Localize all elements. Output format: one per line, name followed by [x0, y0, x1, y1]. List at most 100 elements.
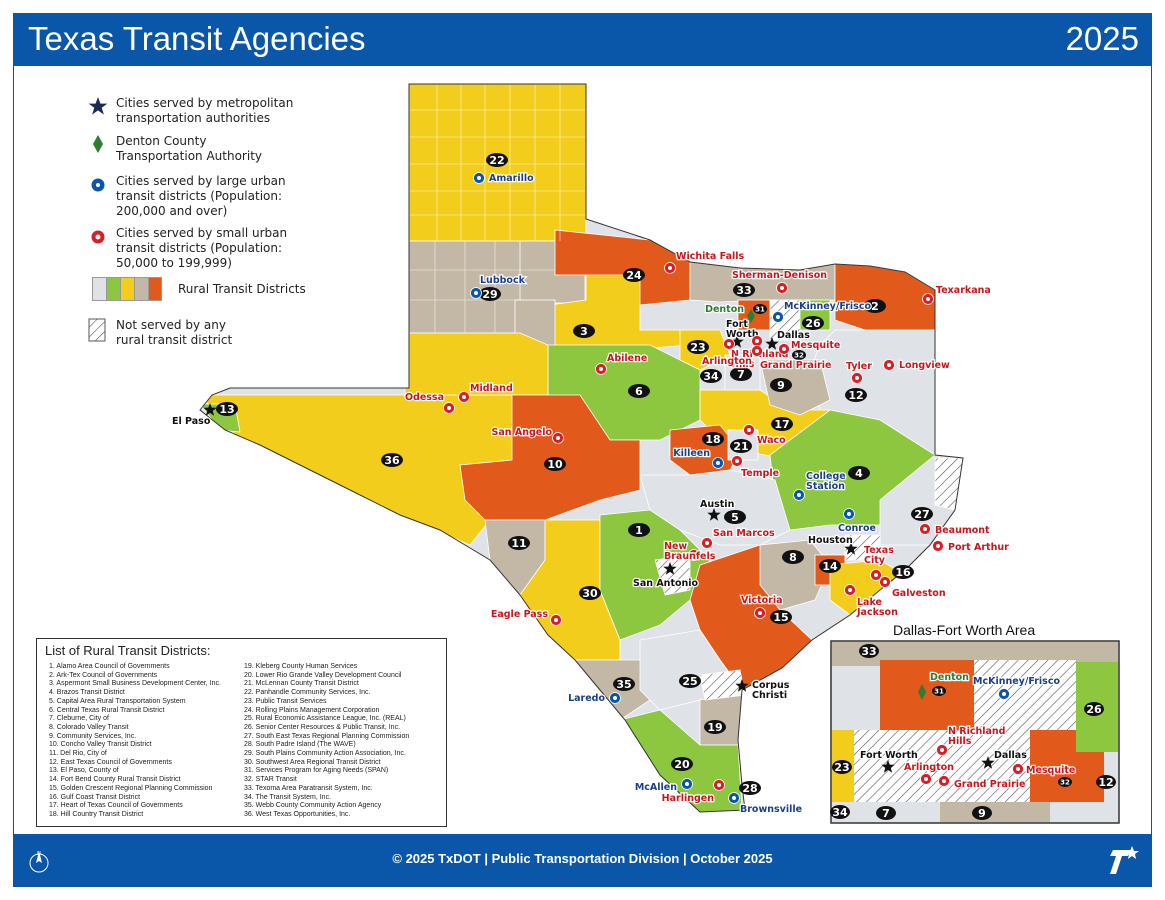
city-label: Waco — [757, 435, 786, 446]
city-label: Conroe — [838, 523, 876, 534]
district-number-badge: 3 — [573, 324, 595, 338]
city-label: Fort Worth — [726, 319, 759, 340]
district-number: 25 — [682, 675, 697, 688]
district-number: 10 — [547, 458, 563, 471]
district-number: 31 — [755, 306, 765, 314]
metro-star-icon — [981, 756, 995, 769]
district-number: 23 — [690, 341, 705, 354]
inset-district-number: 9 — [978, 807, 986, 820]
district-number: 8 — [789, 551, 797, 564]
city-label: Brownsville — [740, 804, 802, 815]
district-number: 33 — [736, 284, 751, 297]
inset-district-number: 33 — [861, 645, 876, 658]
list-item: 24. Rolling Plains Management Corporatio… — [244, 706, 380, 714]
list-item: 17. Heart of Texas Council of Government… — [49, 802, 183, 810]
district-number: 30 — [582, 587, 598, 600]
city-label: San Marcos — [713, 528, 775, 539]
dcta-diamond-icon — [747, 309, 755, 323]
city-label: Odessa — [405, 392, 444, 403]
district-number-badge: 5 — [724, 510, 746, 524]
district-number: 5 — [731, 511, 739, 524]
list-item: 36. West Texas Opportunities, Inc. — [244, 810, 351, 818]
list-item: 4. Brazos Transit District — [49, 689, 125, 697]
district-number: 3 — [580, 325, 588, 338]
city-label: Denton — [930, 672, 969, 683]
district-number-badge: 35 — [613, 677, 635, 691]
list-item: 20. Lower Rio Grande Valley Development … — [244, 671, 402, 679]
city-label: Mesquite — [1026, 765, 1075, 776]
district-number-badge: 15 — [770, 610, 792, 624]
district-number-badge: 11 — [508, 536, 530, 550]
district-number: 4 — [855, 467, 863, 480]
txdot-logo — [1110, 846, 1139, 874]
city-label: Longview — [899, 360, 950, 371]
district-number: 12 — [848, 389, 863, 402]
district-number: 19 — [707, 721, 722, 734]
city-label: Port Arthur — [948, 542, 1009, 553]
district-number: 13 — [219, 403, 234, 416]
district-number: 21 — [733, 440, 748, 453]
metro-star-icon — [735, 679, 749, 692]
district-number-badge: 21 — [730, 439, 752, 453]
city-label: Killeen — [673, 448, 710, 459]
inset-district-number: 32 — [1060, 779, 1070, 787]
rural-swatches — [92, 277, 162, 301]
district-number-badge: 9 — [770, 378, 792, 392]
metro-star-icon — [844, 542, 858, 555]
star-icon — [88, 97, 108, 115]
district-number: 36 — [384, 454, 400, 467]
hatch-icon — [88, 318, 106, 342]
city-label: McAllen — [635, 782, 677, 793]
list-item: 29. South Plains Community Action Associ… — [244, 750, 406, 758]
city-label: Grand Prairie — [760, 360, 831, 371]
district-number-badge: 31 — [753, 304, 767, 314]
city-label: Mesquite — [791, 340, 840, 351]
district-number-badge: 30 — [579, 586, 601, 600]
district-number: 35 — [616, 678, 631, 691]
district-number-badge: 1 — [628, 523, 650, 537]
blue-circle-icon — [91, 178, 105, 192]
legend-rural: Rural Transit Districts — [178, 282, 306, 296]
district-number: 16 — [895, 566, 911, 579]
list-item: 32. STAR Transit — [244, 776, 297, 784]
district-number: 15 — [773, 611, 788, 624]
inset-district-number: 26 — [1086, 703, 1102, 716]
district-number-badge: 22 — [486, 153, 508, 167]
district-number: 20 — [674, 758, 690, 771]
district-number-badge: 17 — [771, 417, 793, 431]
metro-star-icon — [881, 760, 895, 773]
district-number-badge: 10 — [544, 457, 566, 471]
city-label: N Richland Hills — [948, 726, 1005, 747]
district-number-badge: 19 — [704, 720, 726, 734]
list-item: 9. Community Services, Inc. — [49, 732, 137, 740]
list-item: 12. East Texas Council of Governments — [49, 758, 172, 766]
city-label: Wichita Falls — [676, 251, 745, 262]
list-column-1: 1. Alamo Area Council of Governments 2. A… — [49, 663, 221, 820]
city-label: Laredo — [568, 693, 605, 704]
district-number: 34 — [703, 370, 719, 383]
inset-district-badge: 7 — [876, 806, 896, 820]
district-number: 28 — [742, 782, 757, 795]
district-number-badge: 34 — [700, 369, 722, 383]
red-circle-icon — [91, 230, 105, 244]
inset-district-badge: 9 — [972, 806, 992, 820]
list-item: 1. Alamo Area Council of Governments — [49, 663, 170, 670]
list-item: 23. Public Transit Services — [244, 697, 327, 705]
district-number: 32 — [794, 352, 804, 360]
list-item: 22. Panhandle Community Services, Inc. — [244, 689, 371, 697]
list-item: 25. Rural Economic Assistance League, In… — [244, 715, 406, 723]
list-item: 26. Senior Center Resources & Public Tra… — [244, 723, 401, 731]
inset-district-number: 23 — [834, 761, 849, 774]
list-item: 21. McLennan County Transit District — [244, 680, 359, 688]
district-number-badge: 4 — [848, 466, 870, 480]
district-number: 18 — [705, 433, 720, 446]
district-number: 6 — [635, 385, 643, 398]
list-item: 27. South East Texas Regional Planning C… — [244, 732, 410, 740]
city-label: Denton — [705, 304, 744, 315]
inset-district-badge: 31 — [932, 686, 946, 696]
footer-credit: © 2025 TxDOT | Public Transportation Div… — [392, 851, 773, 866]
district-number: 7 — [737, 368, 745, 381]
district-number: 9 — [777, 379, 785, 392]
district-number-badge: 28 — [739, 781, 761, 795]
